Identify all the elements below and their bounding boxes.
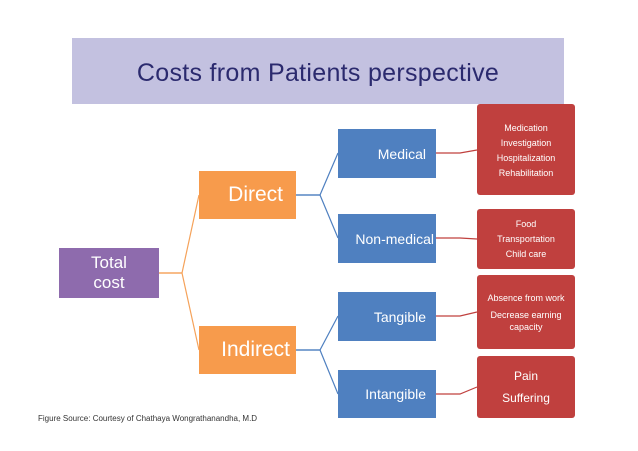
node-intangible-label: Intangible xyxy=(365,386,426,402)
connector-medical-details xyxy=(436,149,478,154)
node-indirect: Indirect xyxy=(199,326,296,374)
detail-item: Transportation xyxy=(497,233,555,244)
connector-intangible-details xyxy=(436,386,478,395)
detail-item: Medication xyxy=(504,122,548,133)
connector-nonmedical-details xyxy=(436,237,478,240)
node-non-medical: Non-medical xyxy=(338,214,436,263)
detail-item: Food xyxy=(515,218,537,229)
node-total-cost: Total cost xyxy=(59,248,159,298)
detail-item: Suffering xyxy=(502,391,550,405)
detail-item: Pain xyxy=(513,369,539,383)
connector-total-indirect xyxy=(159,272,200,351)
detail-item: Child care xyxy=(505,248,547,259)
node-direct: Direct xyxy=(199,171,296,219)
figure-caption: Figure Source: Courtesy of Chathaya Wong… xyxy=(38,414,258,423)
node-total-cost-line2: cost xyxy=(93,273,125,292)
detail-item: Absence from work xyxy=(487,292,565,303)
page-title: Costs from Patients perspective xyxy=(136,58,500,87)
connector-tangible-details xyxy=(436,311,478,317)
detail-item: Decrease earning capacity xyxy=(490,309,562,332)
detail-item: Investigation xyxy=(500,137,552,148)
connector-direct-nonmedical xyxy=(296,194,339,239)
details-intangible: Pain Suffering xyxy=(477,356,575,418)
details-medical: Medication Investigation Hospitalization… xyxy=(477,104,575,195)
node-indirect-label: Indirect xyxy=(221,338,290,361)
connector-indirect-tangible xyxy=(296,315,339,351)
connector-direct-medical xyxy=(296,152,339,196)
node-total-cost-line1: Total xyxy=(91,253,127,272)
details-non-medical: Food Transportation Child care xyxy=(477,209,575,269)
detail-item: Hospitalization xyxy=(496,152,556,163)
node-medical: Medical xyxy=(338,129,436,178)
node-intangible: Intangible xyxy=(338,370,436,418)
details-tangible: Absence from work Decrease earning capac… xyxy=(477,275,575,349)
node-tangible: Tangible xyxy=(338,292,436,341)
connector-total-direct xyxy=(159,194,200,274)
node-non-medical-label: Non-medical xyxy=(355,230,434,247)
detail-item: Rehabilitation xyxy=(498,167,554,178)
connector-indirect-intangible xyxy=(296,349,339,395)
title-banner: Costs from Patients perspective xyxy=(72,38,564,104)
node-medical-label: Medical xyxy=(377,145,426,162)
node-direct-label: Direct xyxy=(228,183,283,206)
node-tangible-label: Tangible xyxy=(373,308,426,325)
